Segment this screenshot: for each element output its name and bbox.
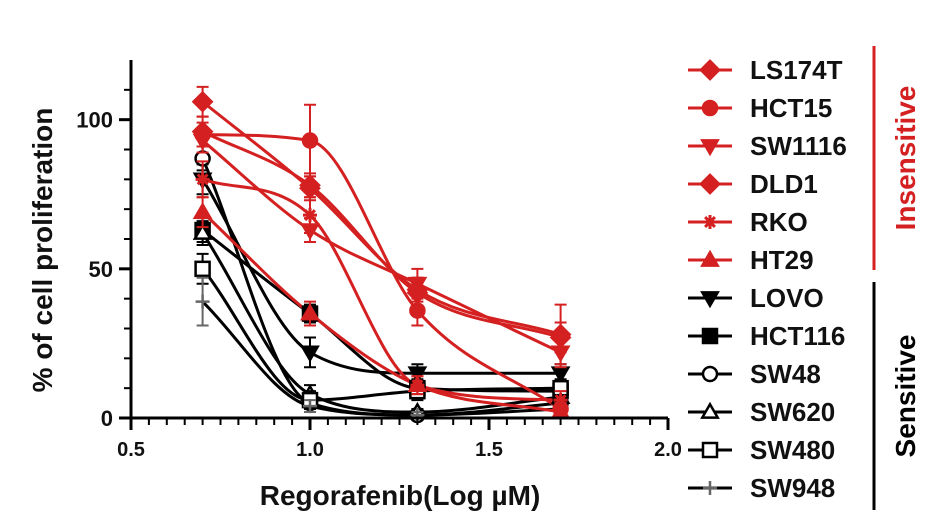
- ticks: 0.5 1.0 1.5 2.0 0 50 100: [76, 88, 682, 461]
- data-point: [192, 196, 213, 229]
- legend-marker: [700, 249, 720, 267]
- fit-curve-hct116: [201, 228, 561, 393]
- marker: [195, 294, 210, 309]
- legend-item-sw1116: SW1116: [688, 131, 847, 161]
- legend-marker: [700, 139, 720, 157]
- legend-label: RKO: [750, 207, 808, 237]
- group-brackets: Insensitive Sensitive: [872, 46, 921, 510]
- legend-item-sw620: SW620: [688, 397, 835, 427]
- legend-item-hct15: HCT15: [688, 93, 832, 123]
- legend-item-ls174t: LS174T: [688, 55, 843, 85]
- legend-item-sw948: SW948: [688, 473, 835, 503]
- legend-label: HT29: [750, 245, 814, 275]
- legend-label: HCT15: [750, 93, 832, 123]
- legend-label: SW620: [750, 397, 835, 427]
- legend-marker: [701, 365, 719, 383]
- marker: [191, 90, 214, 113]
- legend-item-sw480: SW480: [688, 435, 835, 465]
- marker: [407, 366, 428, 384]
- legend-marker: [700, 291, 720, 309]
- legend-item-sw48: SW48: [688, 359, 821, 389]
- x-axis-label: Regorafenib(Log µM): [260, 480, 541, 511]
- data-point: [406, 276, 429, 303]
- legend-label: DLD1: [750, 169, 818, 199]
- x-tick-label: 2.0: [654, 439, 682, 461]
- series-lovo: [192, 163, 571, 384]
- series-sw948: [195, 276, 568, 423]
- legend-marker: [703, 481, 717, 495]
- data-point: [550, 401, 571, 419]
- series-sw480: [194, 252, 569, 411]
- legend-item-lovo: LOVO: [688, 283, 824, 313]
- data-point: [192, 127, 213, 154]
- marker: [195, 172, 210, 187]
- data-point: [549, 303, 572, 366]
- data-point: [303, 399, 317, 414]
- fit-curve-sw1116: [201, 139, 562, 354]
- marker: [553, 393, 568, 408]
- series-dld1: [191, 85, 572, 366]
- legend-label: SW948: [750, 473, 835, 503]
- y-tick-label: 0: [101, 406, 113, 431]
- fit-curve-hct15: [202, 133, 562, 411]
- data-point: [303, 196, 317, 235]
- fit-curve-ht29: [201, 211, 561, 414]
- legend: LS174T HCT15 SW1116 DLD1 RKO HT29 LOVO HCT116 SW…: [688, 55, 847, 503]
- legend-item-dld1: DLD1: [688, 169, 818, 199]
- fitted-curves: [201, 100, 562, 417]
- legend-label: SW1116: [750, 131, 847, 161]
- fit-curve-lovo: [201, 178, 561, 375]
- legend-item-hct116: HCT116: [688, 321, 845, 351]
- data-point: [195, 276, 210, 327]
- x-tick-label: 1.5: [475, 439, 503, 461]
- legend-label: HCT116: [750, 321, 845, 351]
- fit-curve-sw948: [201, 300, 561, 417]
- marker: [549, 323, 572, 346]
- fit-curve-rko: [202, 177, 561, 402]
- marker: [301, 132, 319, 149]
- series-ht29: [192, 196, 571, 419]
- legend-label: SW48: [750, 359, 821, 389]
- legend-label: SW480: [750, 435, 835, 465]
- data-points: [191, 85, 572, 424]
- legend-marker: [701, 99, 719, 117]
- y-tick-label: 50: [89, 257, 113, 282]
- x-tick-label: 0.5: [117, 439, 145, 461]
- marker: [192, 222, 213, 240]
- data-point: [301, 103, 319, 178]
- insensitive-group-label: Insensitive: [890, 86, 921, 231]
- legend-marker: [699, 173, 721, 195]
- legend-marker: [700, 401, 720, 419]
- data-point: [407, 374, 428, 396]
- fit-curve-sw620: [201, 232, 561, 414]
- data-point: [191, 85, 214, 118]
- marker: [409, 302, 426, 319]
- y-axis-label: % of cell proliferation: [27, 108, 58, 393]
- legend-marker: [701, 327, 719, 345]
- fit-curve-dld1: [201, 100, 562, 336]
- legend-marker: [703, 215, 717, 229]
- legend-marker: [699, 59, 721, 81]
- legend-label: LS174T: [750, 55, 843, 85]
- legend-item-ht29: HT29: [688, 245, 814, 275]
- marker: [406, 278, 429, 301]
- data-point: [300, 300, 320, 327]
- legend-marker: [701, 441, 719, 459]
- marker: [192, 133, 213, 151]
- legend-label: LOVO: [750, 283, 824, 313]
- marker: [300, 345, 320, 363]
- marker: [300, 303, 320, 321]
- fit-curve-sw480: [201, 267, 561, 402]
- legend-item-rko: RKO: [688, 207, 808, 237]
- marker: [407, 374, 428, 393]
- marker: [303, 208, 317, 223]
- marker: [303, 399, 317, 414]
- y-tick-label: 100: [76, 108, 113, 133]
- marker: [194, 260, 211, 278]
- sensitive-group-label: Sensitive: [890, 335, 921, 458]
- data-point: [300, 336, 320, 369]
- marker: [192, 201, 213, 219]
- x-tick-label: 1.0: [296, 439, 324, 461]
